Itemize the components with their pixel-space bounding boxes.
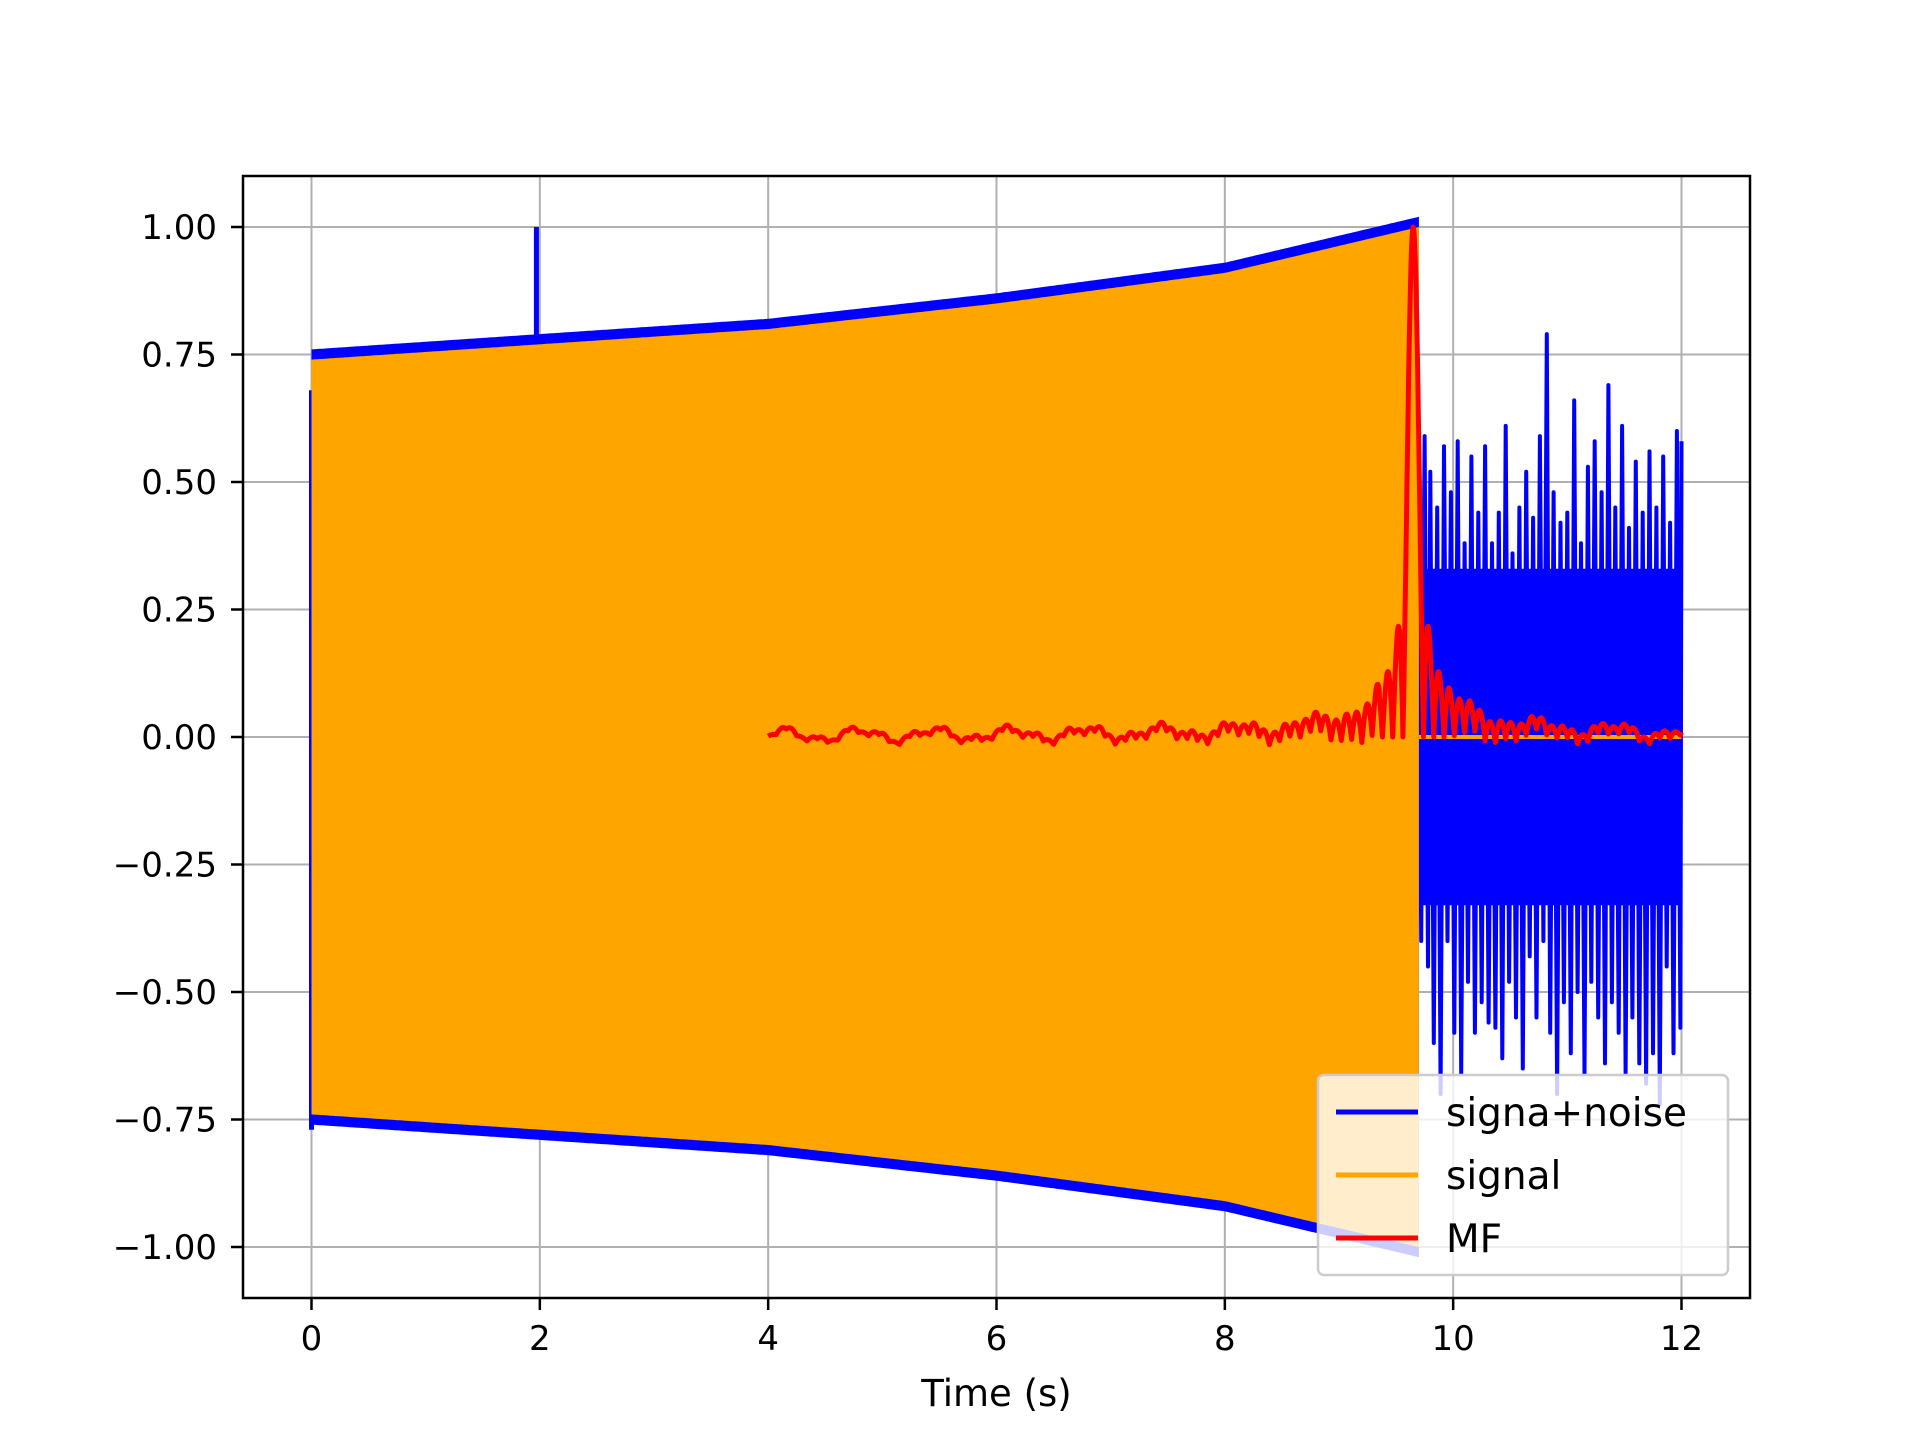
legend-box (1316, 1073, 1730, 1277)
x-tick-label: 4 (757, 1319, 779, 1359)
y-tick-label: 0.25 (141, 591, 217, 631)
signal-envelope-fill (311, 227, 1419, 1247)
x-tick-label: 2 (529, 1319, 551, 1359)
series-mf (766, 224, 1684, 748)
y-tick-label: −0.50 (113, 973, 217, 1013)
x-tick-label: 6 (986, 1319, 1008, 1359)
y-tick-label: −0.25 (113, 846, 217, 886)
y-tick-label: 0.00 (141, 718, 217, 758)
mf-trace (766, 224, 1684, 748)
y-tick-label: −1.00 (113, 1228, 217, 1268)
plot-area (309, 216, 1684, 1258)
y-tick-label: −0.75 (113, 1101, 217, 1141)
x-axis-title: Time (s) (920, 1372, 1071, 1415)
legend: signa+noise signal MF (1316, 1073, 1730, 1277)
legend-label: signa+noise (1446, 1091, 1687, 1136)
x-tick-label: 0 (301, 1319, 323, 1359)
x-tick-label: 10 (1432, 1319, 1475, 1359)
y-tick-label: 0.75 (141, 336, 217, 376)
x-tick-label: 8 (1214, 1319, 1236, 1359)
y-tick-label: 0.50 (141, 463, 217, 503)
legend-label: MF (1446, 1217, 1502, 1262)
x-tick-label: 12 (1660, 1319, 1703, 1359)
signa-noise-trace (1416, 332, 1684, 1107)
axes: 0 2 4 6 8 10 12 1.00 0.75 0.50 0.25 0.00 −0.25 −0.50 −… (113, 174, 1752, 1359)
y-tick-label: 1.00 (141, 208, 217, 248)
legend-label: signal (1446, 1154, 1561, 1199)
